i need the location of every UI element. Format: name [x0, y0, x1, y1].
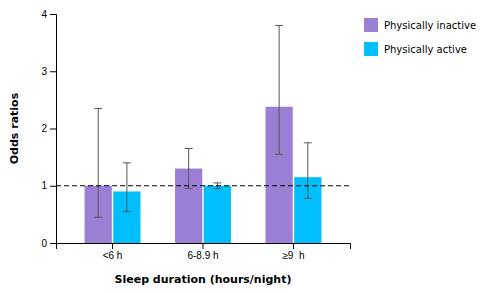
error-cap-low	[123, 211, 131, 212]
error-bar	[188, 149, 189, 189]
x-tick-label: 6-8.9 h	[187, 250, 218, 261]
error-bar	[98, 108, 99, 217]
legend-label: Physically inactive	[384, 20, 476, 31]
y-tick: 3	[41, 66, 56, 77]
y-tick-label: 3	[41, 66, 47, 77]
error-cap-high	[304, 142, 312, 143]
y-tick-mark	[50, 243, 56, 244]
y-tick-mark	[50, 186, 56, 187]
y-tick-mark	[50, 129, 56, 130]
legend-item: Physically active	[364, 42, 467, 56]
reference-line	[56, 185, 350, 186]
error-cap-low	[213, 188, 221, 189]
error-bar	[126, 163, 127, 212]
y-tick-label: 1	[41, 180, 47, 191]
y-tick-mark	[50, 14, 56, 15]
error-cap-low	[275, 154, 283, 155]
x-tick-mark	[203, 243, 204, 249]
error-cap-high	[123, 162, 131, 163]
error-bar	[307, 143, 308, 199]
x-axis-line	[57, 244, 351, 250]
x-tick: <6 h	[103, 243, 123, 261]
series	[85, 107, 293, 243]
x-tick: ≥9 h	[282, 243, 304, 261]
error-bar	[279, 25, 280, 154]
x-tick: 6-8.9 h	[187, 243, 218, 261]
y-tick-mark	[50, 71, 56, 72]
y-tick-label: 4	[41, 9, 47, 20]
error-cap-low	[94, 217, 102, 218]
legend-label: Physically active	[384, 44, 467, 55]
series	[113, 177, 321, 243]
error-cap-high	[185, 148, 193, 149]
x-axis-title: Sleep duration (hours/night)	[115, 273, 292, 286]
chart: 0 1 2 3 4 <6 h 6-8.9 h ≥9 h Sleep duration (hour…	[0, 0, 500, 293]
error-cap-high	[275, 25, 283, 26]
y-tick: 4	[41, 9, 56, 20]
y-tick: 1	[41, 180, 56, 191]
legend-item: Physically inactive	[364, 18, 476, 32]
y-tick-label: 0	[41, 238, 47, 249]
x-tick-label: ≥9 h	[282, 250, 304, 261]
error-cap-low	[185, 188, 193, 189]
y-axis-title: Odds ratios	[8, 92, 21, 164]
y-axis-line	[50, 15, 57, 244]
error-bars	[123, 143, 312, 212]
x-tick-label: <6 h	[103, 250, 123, 261]
legend: Physically inactive Physically active	[364, 18, 476, 56]
plot: 0 1 2 3 4 <6 h 6-8.9 h ≥9 h Sleep duration (hour…	[8, 9, 351, 286]
error-bars	[94, 25, 283, 217]
legend-swatch	[364, 42, 378, 56]
x-axis: <6 h 6-8.9 h ≥9 h	[57, 243, 351, 261]
y-tick: 2	[41, 123, 56, 134]
legend-swatch	[364, 18, 378, 32]
x-tick-mark	[112, 243, 113, 249]
error-cap-high	[94, 108, 102, 109]
x-tick-mark	[293, 243, 294, 249]
y-tick: 0	[41, 238, 56, 249]
y-axis: 0 1 2 3 4	[41, 9, 56, 249]
error-cap-high	[213, 182, 221, 183]
error-cap-low	[304, 198, 312, 199]
marks	[56, 25, 350, 243]
y-tick-label: 2	[41, 123, 47, 134]
bar	[204, 186, 231, 243]
